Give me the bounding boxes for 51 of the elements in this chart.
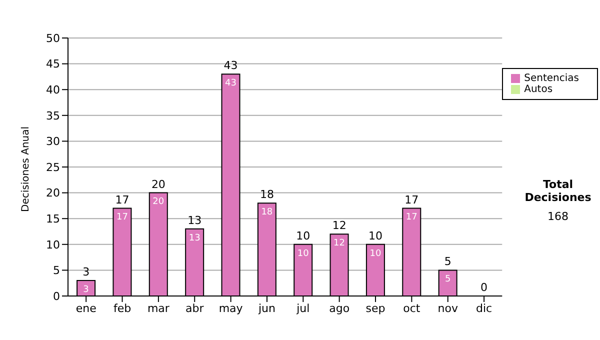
total-label: 10 (296, 229, 310, 242)
x-tick-label: sep (366, 302, 386, 315)
data-label: 13 (188, 233, 200, 244)
total-label: 12 (332, 219, 346, 232)
y-tick-label: 5 (53, 264, 60, 278)
y-tick-label: 20 (46, 186, 60, 200)
x-tick-label: nov (438, 302, 458, 315)
y-tick-label: 25 (46, 160, 60, 174)
data-label: 17 (406, 212, 418, 223)
y-tick-label: 40 (46, 84, 60, 97)
total-label: 13 (188, 214, 202, 227)
x-tick-label: jun (257, 302, 276, 315)
y-tick-label: 0 (53, 290, 60, 303)
x-tick-label: mar (147, 302, 170, 315)
total-label: 0 (480, 281, 488, 294)
y-axis-title: Decisiones Anual (20, 126, 32, 212)
y-tick-label: 50 (46, 32, 60, 45)
data-label: 12 (334, 238, 346, 248)
legend-label: Autos (524, 84, 553, 95)
data-label: 10 (297, 248, 310, 259)
data-label: 3 (83, 284, 89, 295)
data-label: 10 (370, 248, 382, 259)
total-label: 43 (224, 59, 238, 72)
x-tick-label: oct (403, 302, 421, 315)
total-label: 18 (260, 188, 274, 202)
x-tick-label: ene (76, 302, 97, 315)
total-label: 17 (404, 193, 419, 206)
y-tick-label: 15 (46, 212, 60, 226)
total-label: 3 (82, 266, 90, 279)
x-tick-label: feb (113, 302, 132, 315)
total-label: 20 (151, 178, 166, 191)
y-tick-label: 45 (46, 58, 60, 71)
legend-label: Sentencias (524, 73, 579, 84)
x-tick-label: may (218, 302, 244, 315)
text: 168 (546, 210, 570, 223)
x-tick-label: ago (329, 302, 350, 315)
x-tick-label: dic (476, 302, 492, 315)
x-tick-label: jul (296, 302, 310, 315)
data-label: 43 (225, 78, 236, 89)
data-label: 20 (152, 197, 164, 208)
y-tick-label: 35 (46, 109, 60, 122)
text: Total Decisiones (524, 178, 592, 204)
data-label: 18 (261, 208, 273, 218)
x-tick-label: abr (185, 302, 204, 315)
y-tick-label: 30 (46, 135, 60, 148)
data-label: 17 (116, 212, 128, 223)
data-label: 5 (444, 274, 451, 285)
total-label: 17 (115, 193, 130, 206)
total-label: 10 (368, 229, 383, 242)
total-label: 5 (444, 255, 452, 268)
y-tick-label: 10 (46, 238, 60, 252)
